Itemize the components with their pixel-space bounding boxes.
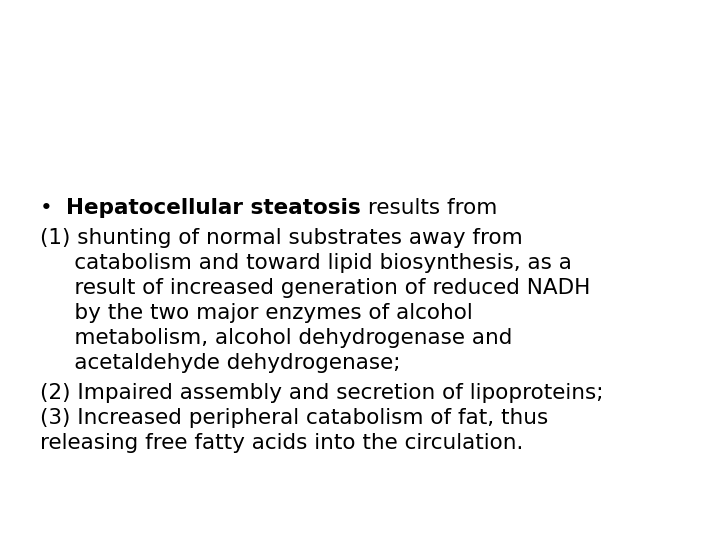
- Text: results from: results from: [361, 198, 498, 218]
- Text: acetaldehyde dehydrogenase;: acetaldehyde dehydrogenase;: [40, 353, 400, 373]
- Text: result of increased generation of reduced NADH: result of increased generation of reduce…: [40, 278, 590, 298]
- Text: by the two major enzymes of alcohol: by the two major enzymes of alcohol: [40, 303, 472, 323]
- Text: (2) Impaired assembly and secretion of lipoproteins;: (2) Impaired assembly and secretion of l…: [40, 383, 603, 403]
- Text: •: •: [40, 198, 66, 218]
- Text: releasing free fatty acids into the circulation.: releasing free fatty acids into the circ…: [40, 433, 523, 453]
- Text: (3) Increased peripheral catabolism of fat, thus: (3) Increased peripheral catabolism of f…: [40, 408, 548, 428]
- Text: metabolism, alcohol dehydrogenase and: metabolism, alcohol dehydrogenase and: [40, 328, 512, 348]
- Text: (1) shunting of normal substrates away from: (1) shunting of normal substrates away f…: [40, 228, 522, 248]
- Text: catabolism and toward lipid biosynthesis, as a: catabolism and toward lipid biosynthesis…: [40, 253, 572, 273]
- Text: Hepatocellular steatosis: Hepatocellular steatosis: [66, 198, 361, 218]
